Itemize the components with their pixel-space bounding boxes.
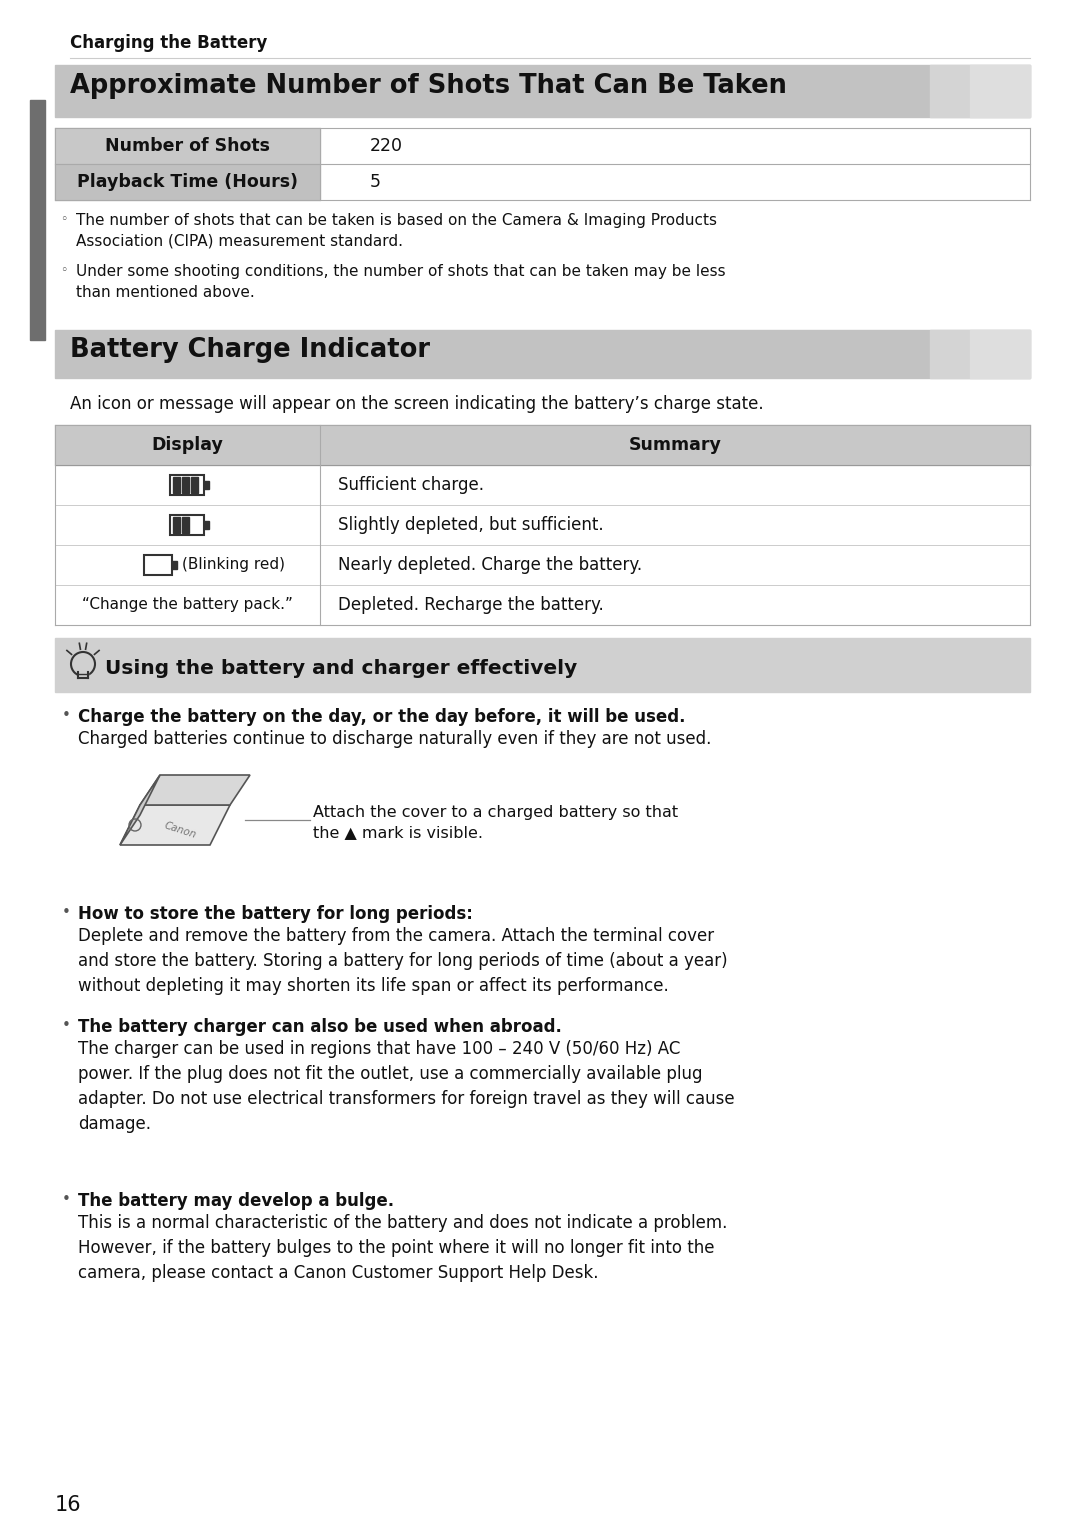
Text: ◦: ◦ [60, 264, 67, 278]
Text: the ▲ mark is visible.: the ▲ mark is visible. [313, 826, 483, 839]
Text: Charged batteries continue to discharge naturally even if they are not used.: Charged batteries continue to discharge … [78, 729, 712, 748]
Text: •: • [62, 1018, 71, 1033]
Polygon shape [140, 775, 249, 806]
Text: An icon or message will appear on the screen indicating the battery’s charge sta: An icon or message will appear on the sc… [70, 395, 764, 414]
Text: Attach the cover to a charged battery so that: Attach the cover to a charged battery so… [313, 806, 678, 819]
Text: The battery may develop a bulge.: The battery may develop a bulge. [78, 1192, 394, 1210]
Text: Deplete and remove the battery from the camera. Attach the terminal cover
and st: Deplete and remove the battery from the … [78, 926, 728, 995]
Bar [181, 478, 189, 493]
Bar [170, 475, 203, 494]
Polygon shape [120, 775, 160, 845]
Text: Using the battery and charger effectively: Using the battery and charger effectivel… [105, 659, 577, 678]
Bar [78, 668, 87, 678]
Text: Playback Time (Hours): Playback Time (Hours) [77, 172, 298, 191]
Bar [203, 520, 208, 530]
Text: •: • [62, 1192, 71, 1207]
Bar [181, 517, 189, 533]
Bar [173, 517, 179, 533]
Bar [144, 555, 172, 575]
Text: The charger can be used in regions that have 100 – 240 V (50/60 Hz) AC
power. If: The charger can be used in regions that … [78, 1041, 734, 1132]
Text: The number of shots that can be taken is based on the Camera & Imaging Products
: The number of shots that can be taken is… [76, 214, 717, 249]
Text: Battery Charge Indicator: Battery Charge Indicator [70, 337, 430, 363]
Bar [930, 330, 1030, 378]
Text: Depleted. Recharge the battery.: Depleted. Recharge the battery. [338, 597, 604, 613]
Text: ◦: ◦ [60, 214, 67, 226]
Text: •: • [62, 905, 71, 920]
Bar [55, 330, 1030, 378]
Text: 5: 5 [370, 172, 381, 191]
Text: 220: 220 [370, 137, 403, 156]
Text: Display: Display [151, 436, 224, 455]
Text: Summary: Summary [629, 436, 721, 455]
Bar [930, 66, 1030, 118]
Text: 16: 16 [55, 1495, 82, 1515]
Text: Charging the Battery: Charging the Battery [70, 34, 268, 52]
Bar [170, 514, 203, 536]
Text: Sufficient charge.: Sufficient charge. [338, 476, 484, 494]
Text: The battery charger can also be used when abroad.: The battery charger can also be used whe… [78, 1018, 562, 1036]
Bar [55, 163, 320, 200]
Text: How to store the battery for long periods:: How to store the battery for long period… [78, 905, 473, 923]
Bar [55, 426, 1030, 465]
Bar [30, 101, 45, 340]
Text: Under some shooting conditions, the number of shots that can be taken may be les: Under some shooting conditions, the numb… [76, 264, 726, 301]
Text: “Change the battery pack.”: “Change the battery pack.” [82, 598, 293, 612]
Bar [203, 481, 208, 488]
Text: Approximate Number of Shots That Can Be Taken: Approximate Number of Shots That Can Be … [70, 73, 787, 99]
Bar [970, 66, 1030, 118]
Bar [55, 638, 1030, 691]
Bar [970, 330, 1030, 378]
Text: Slightly depleted, but sufficient.: Slightly depleted, but sufficient. [338, 516, 604, 534]
Text: (Blinking red): (Blinking red) [181, 557, 284, 572]
Text: Number of Shots: Number of Shots [105, 137, 270, 156]
Bar [55, 128, 320, 163]
Bar [190, 478, 198, 493]
Text: This is a normal characteristic of the battery and does not indicate a problem.
: This is a normal characteristic of the b… [78, 1215, 727, 1282]
Bar [172, 562, 176, 569]
Polygon shape [120, 806, 230, 845]
Text: Charge the battery on the day, or the day before, it will be used.: Charge the battery on the day, or the da… [78, 708, 686, 726]
Text: •: • [62, 708, 71, 723]
Bar [173, 478, 179, 493]
Text: Canon: Canon [163, 819, 198, 839]
Bar [55, 66, 1030, 118]
Text: Nearly depleted. Charge the battery.: Nearly depleted. Charge the battery. [338, 555, 643, 574]
